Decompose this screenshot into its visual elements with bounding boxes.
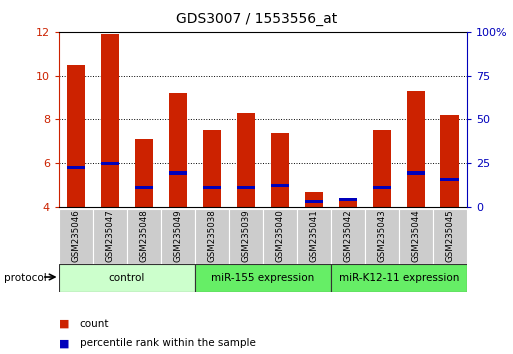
Bar [93,209,127,264]
Bar [297,209,331,264]
Text: miR-155 expression: miR-155 expression [211,273,314,283]
Bar [270,183,289,187]
Text: GSM235047: GSM235047 [106,209,114,262]
Text: GSM235049: GSM235049 [173,209,183,262]
Bar [236,113,255,207]
Bar [399,209,433,264]
Bar [161,209,195,264]
Text: GDS3007 / 1553556_at: GDS3007 / 1553556_at [176,12,337,27]
Bar [406,171,425,175]
Bar [305,192,323,207]
Bar [372,186,391,189]
Bar [134,186,153,189]
Bar [365,209,399,264]
Bar [67,65,85,207]
Bar [441,115,459,207]
Text: GSM235038: GSM235038 [207,209,216,262]
Text: control: control [109,273,145,283]
Text: GSM235041: GSM235041 [309,209,319,262]
Bar [270,133,289,207]
Text: GSM235045: GSM235045 [445,209,455,262]
Bar [305,200,323,203]
Text: GSM235040: GSM235040 [275,209,284,262]
Bar [229,209,263,264]
Bar [236,186,255,189]
Text: GSM235046: GSM235046 [71,209,81,262]
Bar [101,34,120,207]
Bar [169,93,187,207]
Bar [203,186,221,189]
Text: protocol: protocol [4,273,47,283]
Bar [331,264,467,292]
Text: GSM235048: GSM235048 [140,209,148,262]
Bar [263,209,297,264]
Bar [127,209,161,264]
Text: GSM235043: GSM235043 [378,209,386,262]
Bar [441,178,459,181]
Text: miR-K12-11 expression: miR-K12-11 expression [339,273,459,283]
Bar [406,91,425,207]
Bar [339,198,357,207]
Bar [59,209,93,264]
Bar [59,264,195,292]
Text: ■: ■ [59,319,69,329]
Text: GSM235039: GSM235039 [242,209,250,262]
Text: GSM235042: GSM235042 [343,209,352,262]
Bar [203,130,221,207]
Bar [67,166,85,169]
Text: GSM235044: GSM235044 [411,209,420,262]
Bar [101,162,120,165]
Bar [169,171,187,175]
Bar [433,209,467,264]
Text: ■: ■ [59,338,69,348]
Bar [195,264,331,292]
Bar [339,198,357,201]
Bar [372,130,391,207]
Bar [195,209,229,264]
Bar [134,139,153,207]
Bar [331,209,365,264]
Text: percentile rank within the sample: percentile rank within the sample [80,338,255,348]
Text: count: count [80,319,109,329]
